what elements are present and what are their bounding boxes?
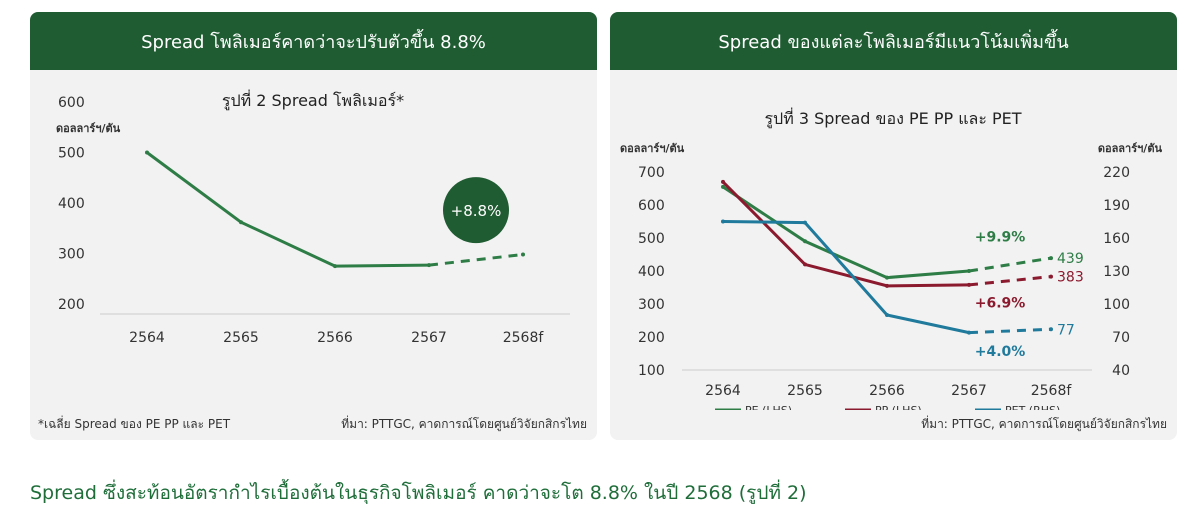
data-point xyxy=(885,283,889,288)
legend-label: PP (LHS) xyxy=(875,404,922,410)
left-panel-header: Spread โพลิเมอร์คาดว่าจะปรับตัวขึ้น 8.8% xyxy=(30,12,597,70)
x-tick-label: 2567 xyxy=(411,330,447,346)
data-point xyxy=(803,239,807,244)
y-tick-label-left: 400 xyxy=(638,264,665,280)
left-chart-panel: Spread โพลิเมอร์คาดว่าจะปรับตัวขึ้น 8.8%… xyxy=(30,12,597,440)
right-panel-header: Spread ของแต่ละโพลิเมอร์มีแนวโน้มเพิ่มขึ… xyxy=(610,12,1177,70)
y-tick-label-right: 100 xyxy=(1103,297,1130,313)
series-line-forecast xyxy=(968,275,1052,287)
right-chart: รูปที่ 3 Spread ของ PE PP และ PET ดอลลาร์… xyxy=(620,107,1163,410)
data-point xyxy=(803,220,807,225)
y-tick-label: 500 xyxy=(58,146,85,162)
series-line-forecast xyxy=(968,327,1052,335)
y-axis-label-left: ดอลลาร์ฯ/ตัน xyxy=(620,142,685,155)
x-tick-label: 2567 xyxy=(951,383,987,399)
left-source: ที่มา: PTTGC, คาดการณ์โดยศูนย์วิจัยกสิกร… xyxy=(341,417,587,431)
legend-label: PE (LHS) xyxy=(745,404,792,410)
y-axis-label: ดอลลาร์ฯ/ตัน xyxy=(56,122,121,135)
line-actual xyxy=(146,151,430,268)
x-tick-label: 2565 xyxy=(223,330,259,346)
data-point xyxy=(803,262,807,267)
y-tick-label-right: 190 xyxy=(1103,198,1130,214)
data-point xyxy=(1049,274,1053,279)
y-tick-label-left: 700 xyxy=(638,165,665,181)
y-tick-label-right: 160 xyxy=(1103,231,1130,247)
caption-text: Spread ซึ่งสะท้อนอัตรากำไรเบื้องต้นในธุร… xyxy=(30,482,807,504)
series-change-label: +6.9% xyxy=(975,296,1026,312)
line-forecast xyxy=(428,253,524,267)
left-footnote: *เฉลี่ย Spread ของ PE PP และ PET xyxy=(38,417,231,431)
series-line-forecast xyxy=(968,256,1052,273)
legend-label: PET (RHS) xyxy=(1005,404,1060,410)
data-point xyxy=(967,330,971,335)
left-chart: รูปที่ 2 Spread โพลิเมอร์* ดอลลาร์ฯ/ตัน 20… xyxy=(56,89,570,346)
x-tick-label: 2565 xyxy=(787,383,823,399)
x-tick-label: 2564 xyxy=(129,330,165,346)
data-point xyxy=(885,313,889,317)
y-tick-label-right: 220 xyxy=(1103,165,1130,181)
right-source: ที่มา: PTTGC, คาดการณ์โดยศูนย์วิจัยกสิกร… xyxy=(921,417,1167,431)
x-tick-label: 2568f xyxy=(503,330,545,346)
data-point xyxy=(885,275,889,280)
data-point xyxy=(145,150,149,155)
y-tick-label: 600 xyxy=(58,95,85,111)
series-end-label: 77 xyxy=(1057,322,1075,338)
data-point xyxy=(721,184,725,189)
y-tick-label-right: 130 xyxy=(1103,264,1130,280)
y-tick-label-left: 300 xyxy=(638,297,665,313)
y-tick-label: 300 xyxy=(58,247,85,263)
chart-title: รูปที่ 2 Spread โพลิเมอร์* xyxy=(222,89,404,111)
data-point xyxy=(967,269,971,273)
data-point xyxy=(1049,256,1053,261)
chart-title: รูปที่ 3 Spread ของ PE PP และ PET xyxy=(764,107,1021,129)
x-tick-label: 2564 xyxy=(705,383,741,399)
y-tick-label-left: 200 xyxy=(638,330,665,346)
data-point xyxy=(1049,327,1053,332)
y-tick-label-left: 100 xyxy=(638,363,665,379)
data-point xyxy=(967,282,971,287)
data-point xyxy=(427,263,431,268)
y-tick-label: 400 xyxy=(58,196,85,212)
series-end-label: 383 xyxy=(1057,270,1084,286)
data-point xyxy=(721,219,725,224)
series-line-actual xyxy=(722,185,970,280)
x-tick-label: 2566 xyxy=(317,330,353,346)
y-tick-label-left: 500 xyxy=(638,231,665,247)
data-point xyxy=(239,220,243,225)
series-line-actual xyxy=(722,220,970,335)
series-change-label: +9.9% xyxy=(975,230,1026,246)
series-change-label: +4.0% xyxy=(975,344,1026,360)
right-chart-panel: Spread ของแต่ละโพลิเมอร์มีแนวโน้มเพิ่มขึ… xyxy=(610,12,1177,440)
data-point xyxy=(721,179,725,184)
x-tick-label: 2566 xyxy=(869,383,905,399)
y-tick-label-right: 70 xyxy=(1112,330,1130,346)
y-tick-label-left: 600 xyxy=(638,198,665,214)
change-badge xyxy=(443,177,509,244)
y-tick-label: 200 xyxy=(58,297,85,313)
change-badge-label: +8.8% xyxy=(451,202,502,220)
series-end-label: 439 xyxy=(1057,251,1084,267)
x-tick-label: 2568f xyxy=(1031,383,1073,399)
y-axis-label-right: ดอลลาร์ฯ/ตัน xyxy=(1098,142,1163,155)
data-point xyxy=(521,252,525,257)
y-tick-label-right: 40 xyxy=(1112,363,1130,379)
data-point xyxy=(333,264,337,269)
